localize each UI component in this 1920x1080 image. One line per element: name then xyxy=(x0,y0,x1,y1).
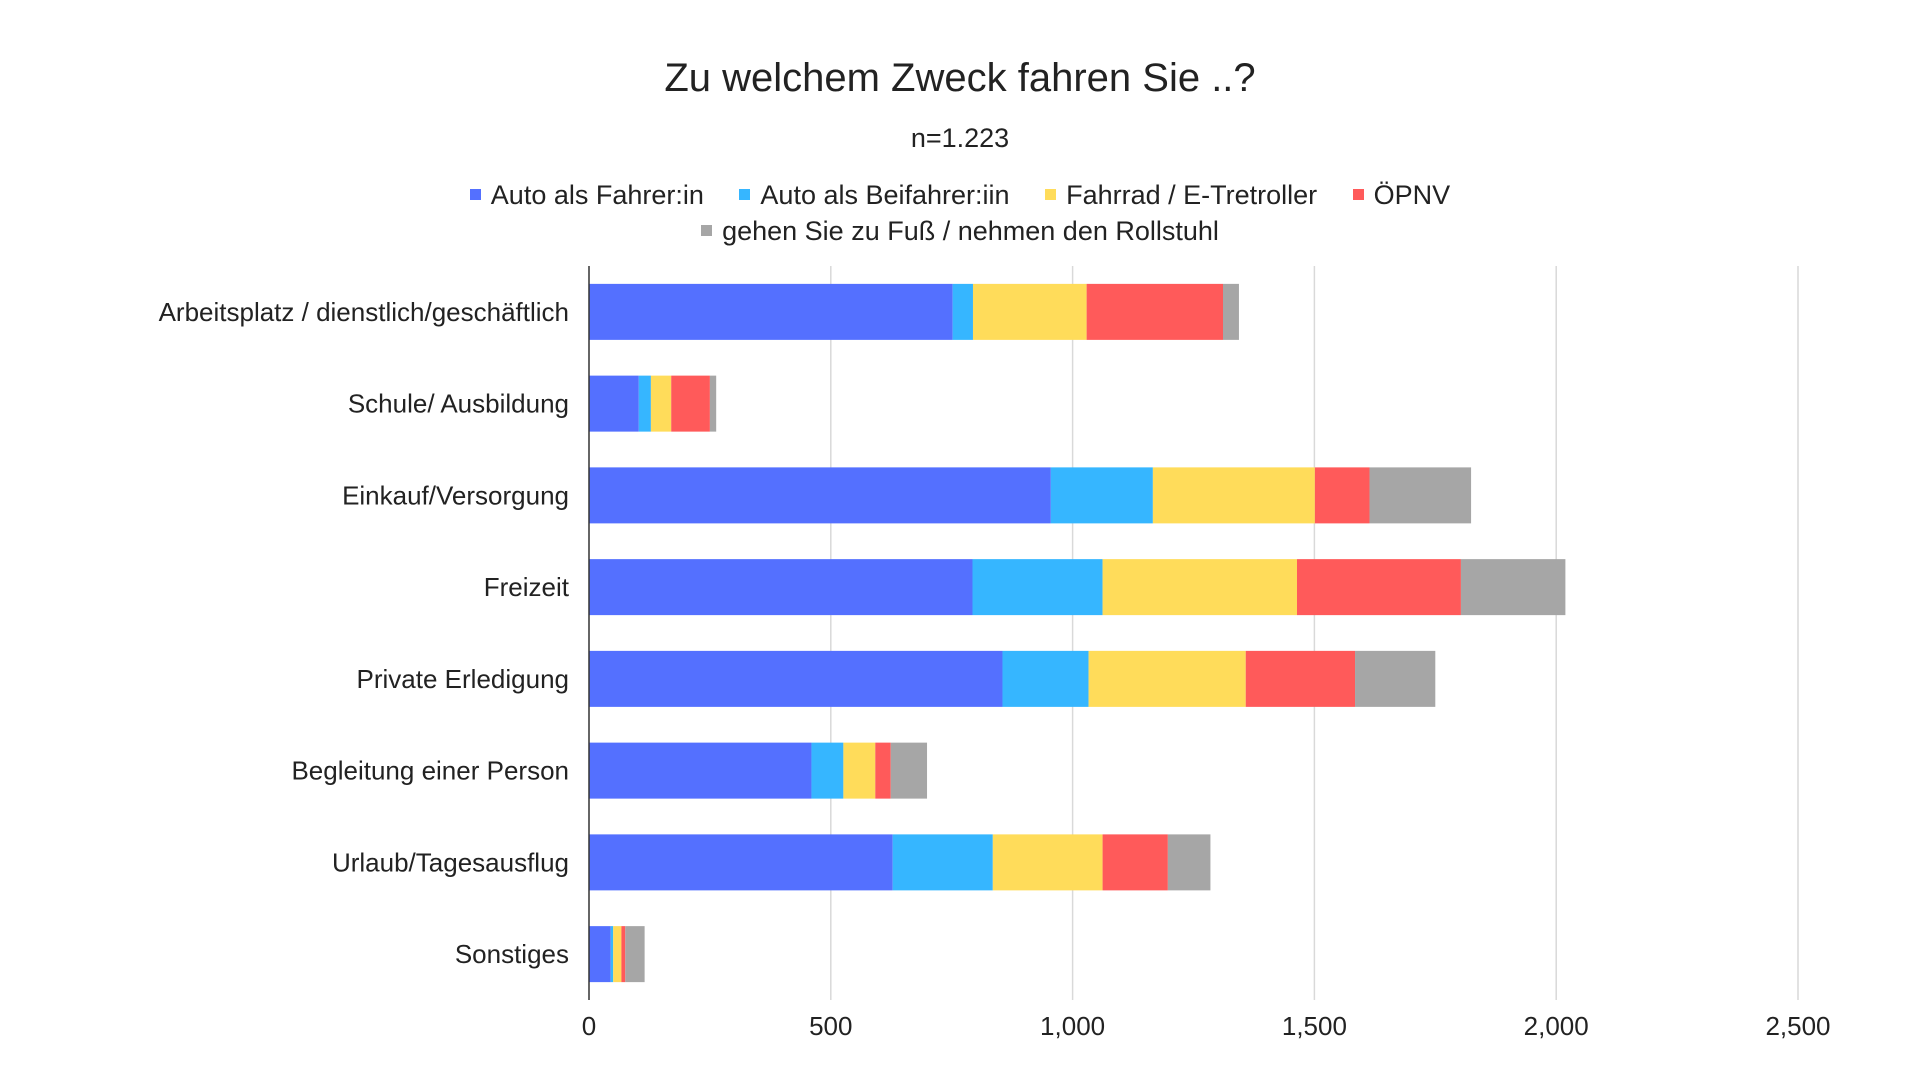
bar-segment xyxy=(709,375,717,432)
bar-segment xyxy=(1296,559,1461,616)
bar-segment xyxy=(1102,559,1297,616)
y-tick-label: Urlaub/Tagesausflug xyxy=(332,847,569,877)
bar-segment xyxy=(1086,283,1223,340)
legend-row-2: gehen Sie zu Fuß / nehmen den Rollstuhl xyxy=(0,216,1920,247)
bar-segment xyxy=(589,467,1051,524)
bar-segment xyxy=(625,926,645,983)
legend-label: Fahrrad / E-Tretroller xyxy=(1066,180,1318,210)
bar-segment xyxy=(843,742,876,799)
legend-label: Auto als Beifahrer:iin xyxy=(760,180,1010,210)
legend-item-fahrrad: Fahrrad / E-Tretroller xyxy=(1045,180,1317,211)
y-tick-label: Einkauf/Versorgung xyxy=(342,480,569,510)
legend-item-zu-fuss: gehen Sie zu Fuß / nehmen den Rollstuhl xyxy=(701,216,1219,247)
bar-segment xyxy=(1002,650,1089,707)
x-tick-label: 1,500 xyxy=(1282,1011,1347,1041)
x-tick-label: 2,500 xyxy=(1765,1011,1830,1041)
legend-swatch xyxy=(1352,189,1364,201)
bar-segment xyxy=(1222,283,1239,340)
bar-segment xyxy=(811,742,844,799)
bar-segment xyxy=(1355,650,1436,707)
y-tick-label: Arbeitsplatz / dienstlich/geschäftlich xyxy=(159,297,569,327)
bar-segment xyxy=(1050,467,1153,524)
legend-swatch xyxy=(469,189,481,201)
bar-segment xyxy=(1102,834,1168,891)
bar-segment xyxy=(1314,467,1370,524)
legend-swatch xyxy=(701,225,713,237)
y-tick-label: Begleitung einer Person xyxy=(291,756,569,786)
bar-segment xyxy=(952,283,973,340)
x-tick-label: 2,000 xyxy=(1524,1011,1589,1041)
legend-label: gehen Sie zu Fuß / nehmen den Rollstuhl xyxy=(722,216,1219,246)
bar-segment xyxy=(589,834,893,891)
bar-segment xyxy=(892,834,993,891)
chart-subtitle: n=1.223 xyxy=(910,123,1010,153)
legend-item-auto-fahrer: Auto als Fahrer:in xyxy=(469,180,704,211)
x-tick-label: 1,000 xyxy=(1040,1011,1105,1041)
bar-segment xyxy=(613,926,622,983)
bar-segment xyxy=(1245,650,1356,707)
bar-segment xyxy=(589,742,812,799)
legend-label: Auto als Fahrer:in xyxy=(490,180,704,210)
legend-label: ÖPNV xyxy=(1373,180,1451,210)
bar-segment xyxy=(650,375,672,432)
bar-segment xyxy=(1167,834,1211,891)
bar-segment xyxy=(890,742,928,799)
bar-segment xyxy=(610,926,614,983)
legend-swatch xyxy=(1045,189,1057,201)
bar-segment xyxy=(589,926,611,983)
bar-segment xyxy=(992,834,1103,891)
bar-segment xyxy=(1369,467,1472,524)
bar-segment xyxy=(638,375,651,432)
bar-segment xyxy=(972,559,1103,616)
bar-segment xyxy=(589,650,1003,707)
bar-segment xyxy=(589,283,953,340)
legend-item-auto-beifahrer: Auto als Beifahrer:iin xyxy=(739,180,1010,211)
y-tick-label: Private Erledigung xyxy=(357,664,569,694)
bar-segment xyxy=(589,375,639,432)
bar-segment xyxy=(875,742,891,799)
bar-segment xyxy=(589,559,973,616)
legend-swatch xyxy=(739,189,751,201)
bar-segment xyxy=(1460,559,1566,616)
chart-title: Zu welchem Zweck fahren Sie ..? xyxy=(664,56,1256,100)
legend: Auto als Fahrer:in Auto als Beifahrer:ii… xyxy=(0,180,1920,211)
legend-item-oepnv: ÖPNV xyxy=(1352,180,1451,211)
x-tick-label: 0 xyxy=(582,1011,596,1041)
x-tick-label: 500 xyxy=(809,1011,852,1041)
y-tick-label: Sonstiges xyxy=(455,939,569,969)
bar-segment xyxy=(972,283,1087,340)
bar-segment xyxy=(1088,650,1246,707)
bar-segment xyxy=(621,926,626,983)
y-tick-label: Freizeit xyxy=(484,572,570,602)
bar-segment xyxy=(1152,467,1315,524)
y-tick-label: Schule/ Ausbildung xyxy=(348,389,569,419)
bar-segment xyxy=(671,375,710,432)
